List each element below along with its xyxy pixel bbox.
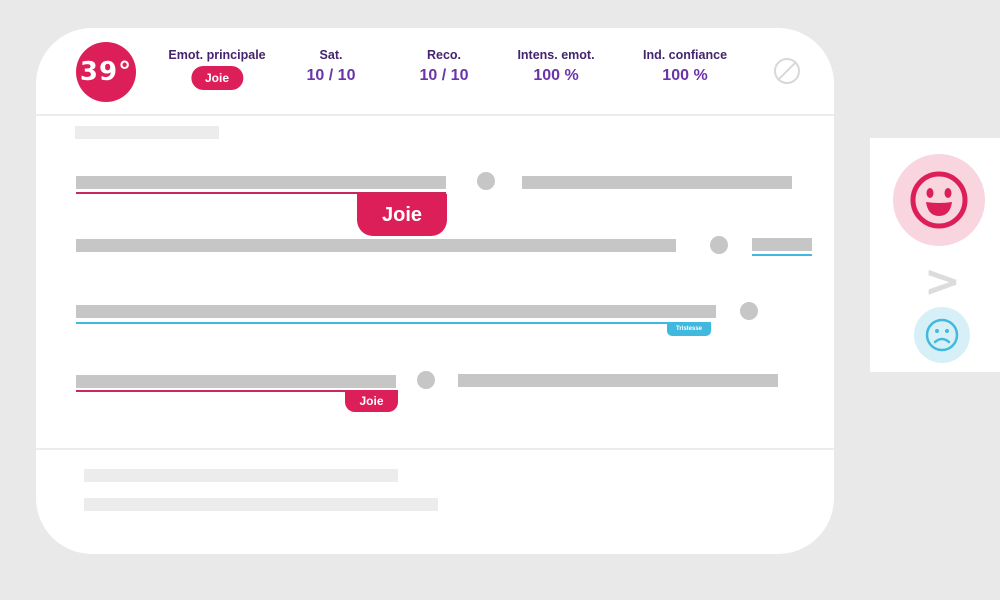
metric-value: 10 / 10 <box>419 67 469 84</box>
separator-dot <box>710 236 728 254</box>
happy-face-icon <box>893 154 985 246</box>
emotion-underline <box>76 390 398 392</box>
separator-dot <box>740 302 758 320</box>
emotion-tag[interactable]: Joie <box>345 390 398 412</box>
separator-dot <box>477 172 495 190</box>
text-placeholder <box>84 469 398 482</box>
metric-label: Reco. <box>426 48 462 62</box>
emotion-tag[interactable]: Tristesse <box>667 322 711 336</box>
emotion-underline <box>752 254 812 256</box>
emotion-underline <box>76 192 446 194</box>
metric-confidence: Ind. confiance 100 % <box>643 48 727 85</box>
emotion-underline <box>76 322 711 324</box>
sad-face-icon <box>914 307 970 363</box>
emotion-pill: Joie <box>190 66 243 90</box>
review-card: 39° Emot. principale Joie Sat. 10 / 10 R… <box>36 28 834 554</box>
text-placeholder <box>75 126 219 139</box>
block-icon[interactable] <box>774 58 800 84</box>
metric-value: 100 % <box>662 67 708 84</box>
comparison-symbol: > <box>924 256 961 307</box>
text-placeholder <box>752 238 812 251</box>
text-placeholder <box>76 305 716 318</box>
metric-label: Intens. emot. <box>517 48 595 62</box>
text-placeholder <box>76 239 676 252</box>
metric-value: 100 % <box>533 67 579 84</box>
separator-dot <box>417 371 435 389</box>
metric-intensity: Intens. emot. 100 % <box>517 48 594 85</box>
metric-label: Sat. <box>319 48 343 62</box>
text-placeholder <box>84 498 438 511</box>
text-placeholder <box>458 374 778 387</box>
emotion-comparison-panel: > <box>870 138 1000 372</box>
text-placeholder <box>76 375 396 388</box>
text-placeholder <box>522 176 792 189</box>
metric-satisfaction: Sat. 10 / 10 <box>307 48 356 85</box>
metric-label: Ind. confiance <box>642 48 728 62</box>
metric-label: Emot. principale <box>168 48 266 62</box>
text-placeholder <box>76 176 446 189</box>
metric-main-emotion: Emot. principale Joie <box>168 48 266 90</box>
metric-value: 10 / 10 <box>306 67 356 84</box>
temperature-badge: 39° <box>76 42 136 102</box>
metric-recommendation: Reco. 10 / 10 <box>420 48 469 85</box>
emotion-tag[interactable]: Joie <box>357 194 447 236</box>
card-header: 39° Emot. principale Joie Sat. 10 / 10 R… <box>36 28 834 116</box>
footer-divider <box>36 448 834 450</box>
